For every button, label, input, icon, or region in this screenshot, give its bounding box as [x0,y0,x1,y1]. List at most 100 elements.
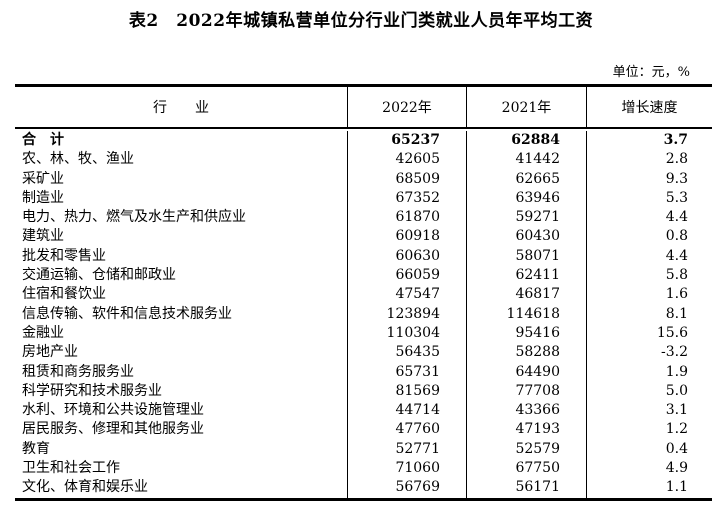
growth-rate: 5.3 [586,188,712,209]
industry-name: 金融业 [22,324,64,341]
value-2021: 62665 [466,169,586,189]
value-2021: 52579 [466,439,586,460]
value-2021: 95416 [466,323,586,344]
value-2022: 81569 [347,381,466,402]
table-row: 租赁和商务服务业 65731 64490 1.9 [15,362,712,382]
value-2022: 65237 [347,131,466,151]
industry-name: 批发和零售业 [22,247,106,264]
growth-rate: 9.3 [586,169,712,189]
table-row: 合 计 65237 62884 3.7 [15,131,712,151]
value-2021: 43366 [466,401,586,421]
wage-table: 行 业 2022年 2021年 增长速度 合 计 65237 62884 3.7… [15,84,712,501]
growth-rate: -3.2 [586,343,712,363]
value-2021: 77708 [466,381,586,402]
table-row: 文化、体育和娱乐业 56769 56171 1.1 [15,478,712,498]
table-row: 农、林、牧、渔业 42605 41442 2.8 [15,150,712,170]
industry-name: 信息传输、软件和信息技术服务业 [22,305,232,322]
value-2022: 65731 [347,362,466,382]
col-header-growth: 增长速度 [586,87,712,129]
industry-name: 租赁和商务服务业 [22,363,134,380]
value-2021: 56171 [466,478,586,498]
header-row: 行 业 2022年 2021年 增长速度 [15,87,712,129]
industry-name: 采矿业 [22,170,64,187]
industry-name: 建筑业 [22,228,64,245]
industry-name: 合 计 [22,132,64,148]
growth-rate: 5.8 [586,266,712,286]
table-row: 住宿和餐饮业 47547 46817 1.6 [15,285,712,305]
value-2021: 62884 [466,131,586,151]
table-row: 水利、环境和公共设施管理业 44714 43366 3.1 [15,401,712,421]
industry-name: 住宿和餐饮业 [22,286,106,303]
table-row: 卫生和社会工作 71060 67750 4.9 [15,459,712,479]
industry-name: 教育 [22,440,50,457]
growth-rate: 4.4 [586,208,712,228]
table-row: 制造业 67352 63946 5.3 [15,188,712,209]
growth-rate: 1.2 [586,420,712,440]
value-2022: 71060 [347,459,466,479]
value-2022: 60630 [347,246,466,267]
table-body: 合 计 65237 62884 3.7 农、林、牧、渔业 42605 41442… [15,129,712,498]
value-2022: 61870 [347,208,466,228]
value-2022: 47547 [347,285,466,305]
value-2022: 123894 [347,304,466,324]
table-row: 建筑业 60918 60430 0.8 [15,227,712,247]
value-2022: 56769 [347,478,466,498]
value-2021: 114618 [466,304,586,324]
industry-name: 卫生和社会工作 [22,460,120,477]
table-row: 信息传输、软件和信息技术服务业 123894 114618 8.1 [15,304,712,324]
wage-table-container: 单位：元，% 行 业 2022年 2021年 增长速度 合 计 65237 62… [15,64,712,501]
value-2022: 110304 [347,323,466,344]
industry-name: 农、林、牧、渔业 [22,151,134,168]
value-2021: 58071 [466,246,586,267]
value-2022: 66059 [347,266,466,286]
value-2021: 62411 [466,266,586,286]
growth-rate: 1.6 [586,285,712,305]
growth-rate: 0.8 [586,227,712,247]
industry-name: 文化、体育和娱乐业 [22,479,148,496]
growth-rate: 8.1 [586,304,712,324]
col-header-industry: 行 业 [153,100,209,116]
value-2022: 44714 [347,401,466,421]
value-2021: 41442 [466,150,586,170]
industry-name: 电力、热力、燃气及水生产和供应业 [22,209,246,226]
value-2022: 68509 [347,169,466,189]
growth-rate: 15.6 [586,323,712,344]
col-header-2022: 2022年 [347,87,466,129]
growth-rate: 1.1 [586,478,712,498]
value-2022: 56435 [347,343,466,363]
value-2021: 46817 [466,285,586,305]
industry-name: 水利、环境和公共设施管理业 [22,402,204,419]
table-row: 居民服务、修理和其他服务业 47760 47193 1.2 [15,420,712,440]
table-row: 房地产业 56435 58288 -3.2 [15,343,712,363]
table-row: 批发和零售业 60630 58071 4.4 [15,246,712,267]
value-2022: 42605 [347,150,466,170]
value-2021: 63946 [466,188,586,209]
value-2021: 60430 [466,227,586,247]
col-header-2021: 2021年 [466,87,586,129]
value-2021: 59271 [466,208,586,228]
growth-rate: 0.4 [586,439,712,460]
table-row: 教育 52771 52579 0.4 [15,439,712,460]
table-row: 采矿业 68509 62665 9.3 [15,169,712,189]
industry-name: 交通运输、仓储和邮政业 [22,267,176,284]
unit-note: 单位：元，% [612,65,690,80]
industry-name: 房地产业 [22,344,78,361]
growth-rate: 3.7 [586,131,712,151]
growth-rate: 1.9 [586,362,712,382]
industry-name: 制造业 [22,189,64,206]
page-title: 表2 2022年城镇私营单位分行业门类就业人员年平均工资 [128,11,594,31]
value-2021: 67750 [466,459,586,479]
table-row: 交通运输、仓储和邮政业 66059 62411 5.8 [15,266,712,286]
table-row: 金融业 110304 95416 15.6 [15,323,712,344]
table-row: 电力、热力、燃气及水生产和供应业 61870 59271 4.4 [15,208,712,228]
value-2021: 47193 [466,420,586,440]
growth-rate: 3.1 [586,401,712,421]
value-2022: 67352 [347,188,466,209]
growth-rate: 4.9 [586,459,712,479]
table-row: 科学研究和技术服务业 81569 77708 5.0 [15,381,712,402]
value-2021: 64490 [466,362,586,382]
value-2022: 60918 [347,227,466,247]
growth-rate: 5.0 [586,381,712,402]
value-2021: 58288 [466,343,586,363]
value-2022: 47760 [347,420,466,440]
